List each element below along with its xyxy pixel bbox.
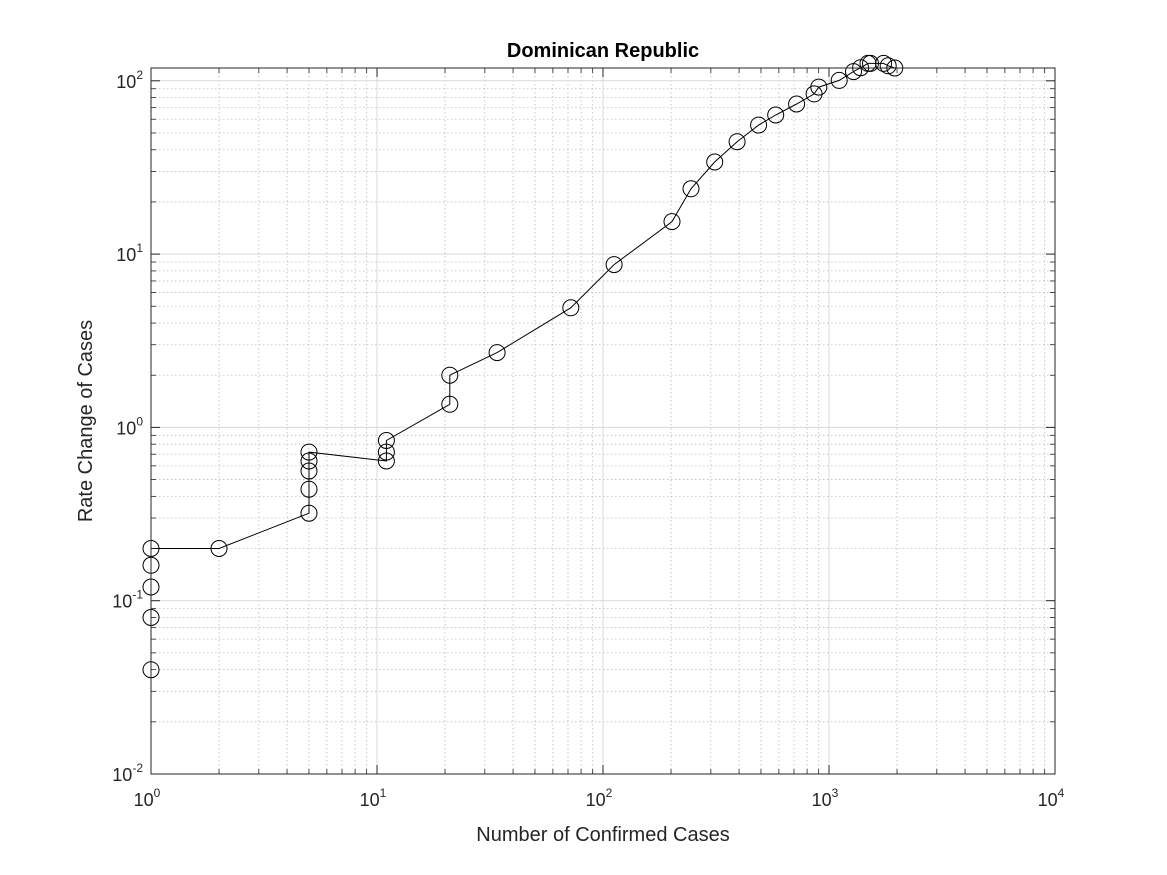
data-point-27 [810, 78, 828, 96]
series-layer [142, 54, 904, 679]
data-point-20 [682, 180, 700, 198]
data-point-10 [300, 443, 318, 461]
data-point-6 [300, 504, 318, 522]
y-tick-labels: 10-2 10-1 100 101 102 [112, 68, 143, 785]
data-point-12 [377, 443, 395, 461]
data-point-18 [605, 256, 623, 274]
data-point-16 [488, 344, 506, 362]
data-point-28 [830, 71, 848, 89]
data-point-33 [875, 54, 893, 72]
data-point-32 [862, 54, 879, 72]
data-point-34 [879, 57, 897, 75]
x-tick-labels: 100 101 102 103 104 [134, 786, 1065, 810]
x-tick-label-4: 104 [1038, 786, 1065, 810]
data-point-24 [767, 106, 785, 124]
y-axis-label: Rate Change of Cases [75, 320, 97, 522]
data-point-8 [300, 462, 318, 480]
data-point-11 [377, 452, 395, 470]
y-tick-label-4: 102 [116, 68, 143, 92]
data-point-22 [728, 133, 746, 151]
tick-marks [150, 68, 1056, 775]
y-tick-label-2: 100 [116, 414, 143, 438]
y-tick-label-0: 10-2 [112, 761, 143, 785]
series-line-0 [150, 62, 895, 670]
y-tick-label-3: 101 [116, 241, 143, 265]
data-point-5 [210, 540, 228, 557]
data-point-7 [300, 480, 318, 498]
chart-title: Dominican Republic [507, 40, 699, 62]
data-point-17 [562, 299, 580, 317]
data-point-25 [788, 95, 806, 113]
x-tick-label-0: 100 [134, 786, 161, 810]
x-tick-label-1: 101 [360, 786, 387, 810]
data-point-19 [663, 213, 681, 231]
x-axis-label: Number of Confirmed Cases [476, 824, 729, 846]
x-tick-label-3: 103 [812, 786, 839, 810]
data-point-13 [377, 432, 395, 449]
data-point-14 [441, 395, 459, 413]
x-tick-label-2: 102 [586, 786, 613, 810]
data-point-15 [441, 366, 459, 384]
y-tick-label-1: 10-1 [112, 588, 143, 612]
data-point-21 [706, 153, 724, 171]
data-point-9 [300, 452, 318, 470]
data-point-23 [750, 116, 768, 134]
